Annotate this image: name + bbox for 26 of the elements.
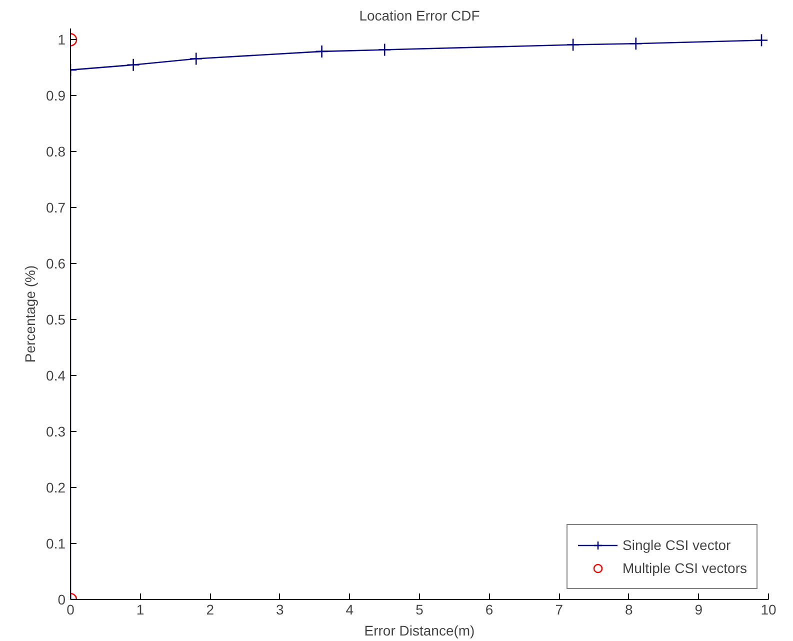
y-tick-label: 0.4: [46, 368, 66, 384]
x-tick-label: 9: [694, 602, 703, 618]
x-tick-label: 10: [760, 602, 776, 618]
y-tick-label: 0.2: [46, 480, 66, 496]
legend-label: Single CSI vector: [622, 537, 731, 553]
x-tick-label: 6: [485, 602, 494, 618]
legend-label: Multiple CSI vectors: [622, 560, 747, 576]
y-tick-label: 0.1: [46, 536, 66, 552]
y-tick-label: 0.5: [46, 312, 66, 328]
x-tick-label: 5: [416, 602, 424, 618]
x-axis-title: Error Distance(m): [364, 622, 475, 638]
y-tick-label: 0: [58, 592, 66, 608]
y-tick-label: 1: [58, 32, 66, 48]
y-tick-label: 0.3: [46, 424, 66, 440]
x-tick-label: 4: [346, 602, 354, 618]
y-tick-label: 0.8: [46, 144, 66, 160]
x-tick-label: 8: [625, 602, 634, 618]
y-tick-label: 0.7: [46, 200, 66, 216]
y-tick-label: 0.9: [46, 88, 66, 104]
chart-title: Location Error CDF: [359, 8, 480, 24]
y-tick-label: 0.6: [46, 256, 66, 272]
x-tick-label: 3: [276, 602, 284, 618]
y-axis-title: Percentage (%): [22, 265, 38, 363]
x-tick-label: 2: [206, 602, 214, 618]
x-tick-label: 1: [136, 602, 144, 618]
x-tick-label: 7: [555, 602, 564, 618]
